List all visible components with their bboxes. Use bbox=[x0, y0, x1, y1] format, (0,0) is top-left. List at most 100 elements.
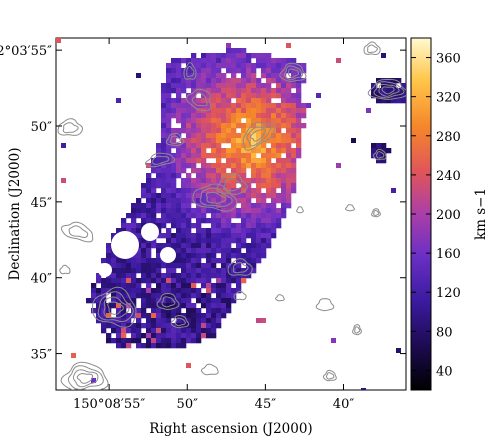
velocity-pixel bbox=[191, 93, 197, 99]
velocity-pixel bbox=[166, 218, 172, 224]
velocity-pixel bbox=[221, 283, 227, 289]
velocity-pixel bbox=[396, 93, 402, 99]
contour-line bbox=[246, 125, 272, 147]
velocity-pixel bbox=[261, 238, 267, 244]
velocity-pixel bbox=[216, 273, 222, 279]
velocity-pixel bbox=[246, 213, 252, 219]
velocity-pixel bbox=[211, 58, 217, 64]
velocity-pixel bbox=[206, 313, 212, 319]
velocity-pixel bbox=[141, 188, 147, 194]
velocity-pixel bbox=[246, 178, 252, 184]
velocity-pixel bbox=[191, 283, 197, 289]
velocity-pixel bbox=[161, 278, 167, 284]
velocity-pixel bbox=[146, 193, 152, 199]
velocity-pixel bbox=[281, 143, 287, 149]
velocity-pixel bbox=[126, 313, 132, 319]
velocity-pixel bbox=[216, 243, 222, 249]
velocity-pixel bbox=[286, 43, 291, 48]
velocity-pixel bbox=[211, 253, 217, 259]
velocity-pixel bbox=[136, 248, 142, 254]
velocity-pixel bbox=[221, 93, 227, 99]
velocity-pixel bbox=[211, 313, 217, 319]
velocity-pixel bbox=[236, 103, 242, 109]
velocity-pixel bbox=[376, 143, 382, 149]
velocity-pixel bbox=[271, 193, 277, 199]
velocity-pixel bbox=[136, 343, 142, 349]
velocity-pixel bbox=[206, 73, 212, 79]
velocity-pixel bbox=[206, 88, 212, 94]
velocity-pixel bbox=[241, 163, 247, 169]
velocity-pixel bbox=[246, 113, 252, 119]
velocity-pixel bbox=[396, 78, 402, 84]
velocity-pixel bbox=[221, 133, 227, 139]
velocity-pixel bbox=[186, 98, 192, 104]
velocity-pixel bbox=[186, 173, 192, 179]
velocity-pixel bbox=[246, 183, 252, 189]
velocity-pixel bbox=[281, 88, 287, 94]
velocity-pixel bbox=[196, 253, 202, 259]
velocity-pixel bbox=[141, 263, 147, 269]
velocity-pixel bbox=[196, 233, 202, 239]
velocity-pixel bbox=[136, 338, 142, 344]
velocity-pixel bbox=[216, 88, 222, 94]
velocity-pixel bbox=[176, 68, 182, 74]
velocity-pixel bbox=[161, 123, 167, 129]
velocity-pixel bbox=[281, 63, 287, 69]
contour-line bbox=[67, 365, 104, 390]
velocity-pixel bbox=[166, 73, 172, 79]
velocity-pixel bbox=[131, 333, 137, 339]
velocity-pixel bbox=[271, 123, 277, 129]
x-axis-title: Right ascension (J2000) bbox=[149, 421, 312, 437]
velocity-pixel bbox=[236, 133, 242, 139]
velocity-pixel bbox=[371, 83, 377, 89]
velocity-pixel bbox=[141, 268, 147, 274]
contour-line bbox=[76, 372, 94, 384]
velocity-pixel bbox=[196, 258, 202, 264]
velocity-pixel bbox=[196, 273, 202, 279]
velocity-pixel bbox=[161, 218, 167, 224]
velocity-pixel bbox=[201, 293, 207, 299]
velocity-pixel bbox=[196, 293, 202, 299]
velocity-pixel bbox=[141, 193, 147, 199]
velocity-pixel bbox=[201, 228, 207, 234]
velocity-pixel bbox=[176, 58, 182, 64]
velocity-pixel bbox=[256, 83, 262, 89]
velocity-pixel bbox=[216, 173, 222, 179]
velocity-pixel bbox=[176, 153, 182, 159]
velocity-pixel bbox=[161, 153, 167, 159]
velocity-pixel bbox=[151, 168, 157, 174]
velocity-pixel bbox=[236, 193, 242, 199]
velocity-pixel bbox=[211, 123, 217, 129]
velocity-pixel bbox=[196, 333, 202, 339]
velocity-pixel bbox=[231, 153, 237, 159]
velocity-pixel bbox=[196, 108, 202, 114]
velocity-pixel bbox=[211, 288, 217, 294]
velocity-pixel bbox=[146, 298, 152, 304]
velocity-pixel bbox=[246, 223, 252, 229]
velocity-pixel bbox=[121, 263, 127, 269]
velocity-pixel bbox=[201, 163, 207, 169]
velocity-pixel bbox=[246, 218, 252, 224]
velocity-pixel bbox=[196, 98, 202, 104]
velocity-pixel bbox=[236, 238, 242, 244]
velocity-pixel bbox=[186, 248, 192, 254]
velocity-pixel bbox=[166, 148, 172, 154]
velocity-pixel bbox=[246, 103, 252, 109]
velocity-pixel bbox=[176, 243, 182, 249]
velocity-pixel bbox=[181, 228, 187, 234]
contour-line bbox=[223, 178, 243, 192]
velocity-pixel bbox=[201, 318, 207, 324]
velocity-pixel bbox=[231, 238, 237, 244]
velocity-pixel bbox=[171, 138, 177, 144]
velocity-pixel bbox=[216, 308, 222, 314]
velocity-pixel bbox=[126, 298, 132, 304]
velocity-pixel bbox=[196, 153, 202, 159]
masked-hole bbox=[98, 263, 112, 277]
contour-line bbox=[170, 314, 190, 329]
contour-line bbox=[326, 372, 335, 380]
velocity-pixel bbox=[256, 173, 262, 179]
velocity-pixel bbox=[136, 73, 141, 78]
velocity-pixel bbox=[141, 313, 147, 319]
velocity-pixel bbox=[151, 213, 157, 219]
velocity-pixel bbox=[236, 148, 242, 154]
